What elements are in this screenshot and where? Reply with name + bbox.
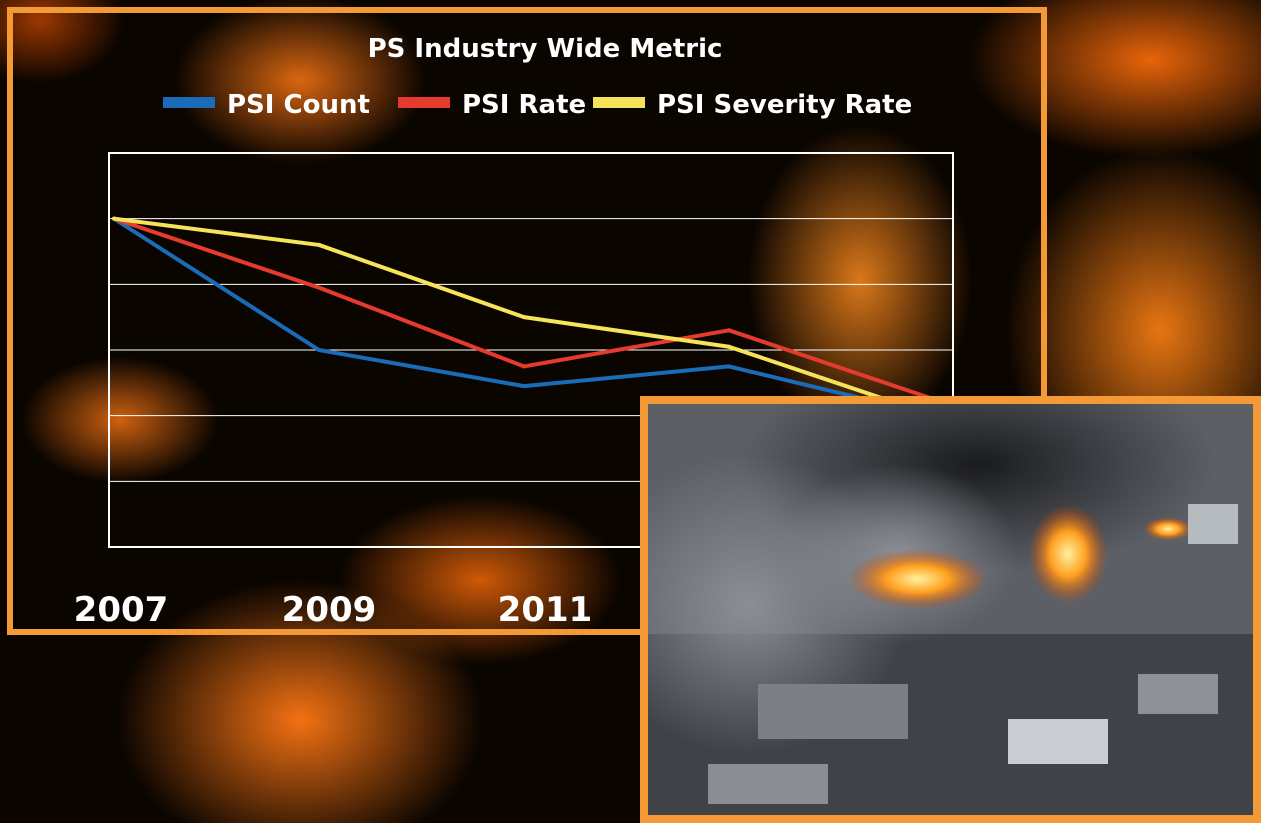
data-point-1: [317, 348, 321, 352]
legend-item: PSI Count: [163, 90, 370, 120]
legend-item: PSI Severity Rate: [593, 90, 912, 120]
data-point-1: [317, 242, 321, 247]
chart-legend: PSI Count PSI Rate PSI Severity Rate: [163, 90, 912, 120]
data-point-3: [727, 344, 731, 349]
line-chart: PS Industry Wide Metric PSI Count PSI Rat…: [74, 34, 954, 629]
series-line: [113, 216, 935, 402]
x-tick-label: 2011: [498, 590, 593, 629]
data-point-0: [112, 216, 116, 221]
x-tick-label: 2009: [282, 590, 377, 629]
aerial-fire-photo-image: [648, 404, 1253, 815]
data-point-3: [727, 328, 731, 333]
plot-area: [108, 152, 954, 548]
x-axis-ticks: 2007 2009 2011: [74, 590, 593, 629]
legend-swatch: [398, 97, 450, 108]
data-point-2: [522, 315, 526, 320]
legend-label: PSI Severity Rate: [657, 90, 912, 120]
chart-panel: PS Industry Wide Metric PSI Count PSI Rat…: [7, 7, 1047, 635]
refinery-fire-photo: [640, 396, 1261, 823]
chart-title: PS Industry Wide Metric: [368, 34, 723, 64]
x-tick-label: 2007: [74, 590, 169, 629]
data-point-2: [522, 384, 526, 389]
data-point-1: [317, 285, 321, 290]
legend-label: PSI Rate: [462, 90, 586, 120]
legend-item: PSI Rate: [398, 90, 586, 120]
legend-label: PSI Count: [227, 90, 370, 120]
data-point-2: [522, 364, 526, 369]
data-point-3: [727, 364, 731, 369]
legend-swatch: [163, 97, 215, 108]
legend-swatch: [593, 97, 645, 108]
